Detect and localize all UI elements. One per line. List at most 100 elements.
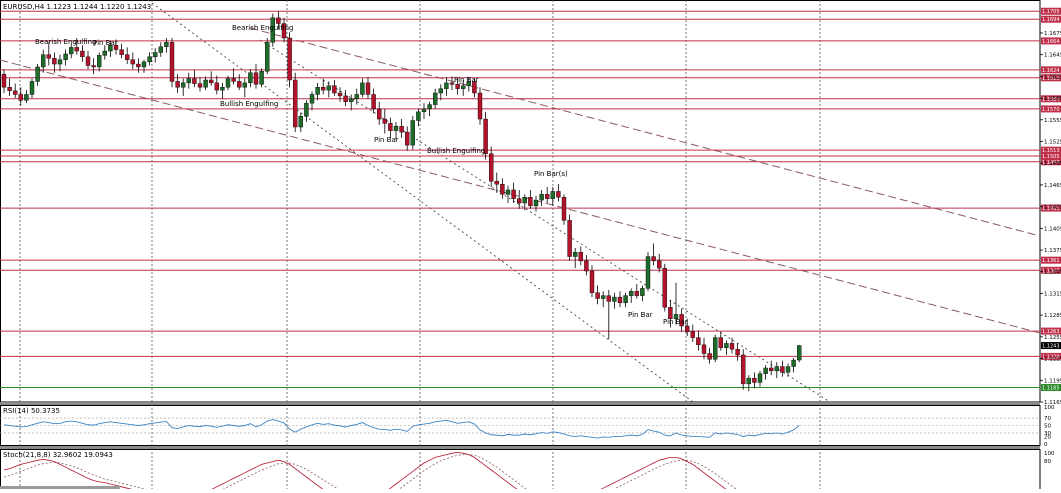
candle-body[interactable] [533,199,539,207]
candle-body[interactable] [645,256,651,289]
candle-body[interactable] [522,197,527,204]
candle-body[interactable] [567,220,572,257]
candle-body[interactable] [186,78,192,84]
candle-body[interactable] [718,337,723,348]
candle-body[interactable] [550,191,555,199]
candle-body[interactable] [52,58,57,65]
candle-body[interactable] [707,353,712,360]
candle-body[interactable] [416,111,421,121]
candle-body[interactable] [242,82,248,88]
candle-body[interactable] [158,46,164,53]
candle-body[interactable] [113,45,119,50]
candle-body[interactable] [444,82,449,89]
candle-body[interactable] [354,94,359,99]
candle-body[interactable] [152,52,158,58]
candle-body[interactable] [91,65,96,68]
candle-body[interactable] [85,56,91,66]
candle-body[interactable] [208,79,214,84]
candle-body[interactable] [785,366,791,373]
candle-body[interactable] [433,92,438,105]
candle-body[interactable] [757,373,763,383]
candle-body[interactable] [225,78,231,88]
candle-body[interactable] [601,295,606,299]
candle-body[interactable] [169,42,175,82]
candle-body[interactable] [377,108,382,120]
candle-body[interactable] [63,53,68,60]
candle-body[interactable] [192,78,197,84]
candle-body[interactable] [657,260,662,269]
candle-body[interactable] [735,348,740,356]
candle-body[interactable] [393,126,399,131]
candle-body[interactable] [729,343,735,350]
candle-body[interactable] [175,81,180,88]
candle-body[interactable] [528,197,533,207]
candle-body[interactable] [701,344,707,354]
candle-body[interactable] [489,153,494,182]
candle-body[interactable] [315,87,320,95]
candle-body[interactable] [332,85,337,94]
candle-body[interactable] [24,94,29,101]
candle-body[interactable] [371,94,376,110]
candle-body[interactable] [746,377,751,385]
candle-body[interactable] [466,81,471,86]
candle-body[interactable] [276,17,281,24]
candle-body[interactable] [483,118,488,154]
candle-body[interactable] [164,42,169,47]
candle-body[interactable] [629,291,634,296]
candle-body[interactable] [578,252,583,262]
candle-body[interactable] [617,296,623,304]
candle-body[interactable] [584,260,589,272]
candle-body[interactable] [287,37,292,81]
candle-body[interactable] [410,120,415,146]
candle-body[interactable] [713,337,718,360]
candle-body[interactable] [724,343,729,348]
candle-body[interactable] [147,56,152,63]
candle-body[interactable] [517,198,522,204]
candle-body[interactable] [119,49,124,55]
candle-body[interactable] [197,83,203,88]
candle-body[interactable] [349,98,354,102]
candle-body[interactable] [18,94,23,101]
candle-body[interactable] [651,256,656,262]
candle-body[interactable] [769,367,774,372]
candle-body[interactable] [606,295,611,302]
candle-body[interactable] [573,252,578,257]
candle-body[interactable] [253,72,259,85]
candle-body[interactable] [494,181,499,185]
candle-body[interactable] [360,82,365,95]
candle-body[interactable] [539,194,544,201]
candle-body[interactable] [124,54,130,60]
candle-body[interactable] [511,189,516,199]
candle-body[interactable] [679,314,684,327]
candle-body[interactable] [388,123,393,131]
horizontal-scrollbar[interactable] [0,486,120,489]
candle-body[interactable] [640,288,645,296]
candle-body[interactable] [7,87,12,92]
candle-body[interactable] [449,82,455,85]
candle-body[interactable] [461,85,466,89]
candle-body[interactable] [180,82,186,88]
candle-body[interactable] [136,63,141,68]
candle-body[interactable] [248,72,253,84]
candle-body[interactable] [130,59,136,65]
candle-body[interactable] [1,73,7,88]
candle-body[interactable] [595,292,600,299]
candle-body[interactable] [797,345,802,361]
candle-body[interactable] [500,183,505,195]
candle-body[interactable] [321,87,326,91]
candle-body[interactable] [623,295,628,304]
candle-body[interactable] [141,61,147,68]
candle-body[interactable] [74,47,80,52]
candle-body[interactable] [220,87,225,91]
candle-body[interactable] [634,291,639,296]
candle-body[interactable] [108,45,113,52]
candle-body[interactable] [343,95,348,102]
candle-body[interactable] [477,92,483,120]
candle-body[interactable] [102,50,108,56]
candle-body[interactable] [455,84,460,89]
candle-body[interactable] [231,78,236,82]
candle-body[interactable] [68,47,74,55]
candle-body[interactable] [265,42,270,72]
candle-body[interactable] [612,296,617,302]
